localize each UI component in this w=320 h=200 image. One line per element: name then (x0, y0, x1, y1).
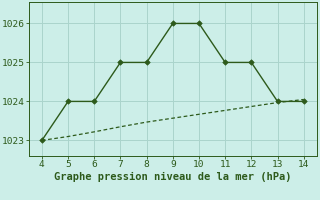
X-axis label: Graphe pression niveau de la mer (hPa): Graphe pression niveau de la mer (hPa) (54, 172, 292, 182)
